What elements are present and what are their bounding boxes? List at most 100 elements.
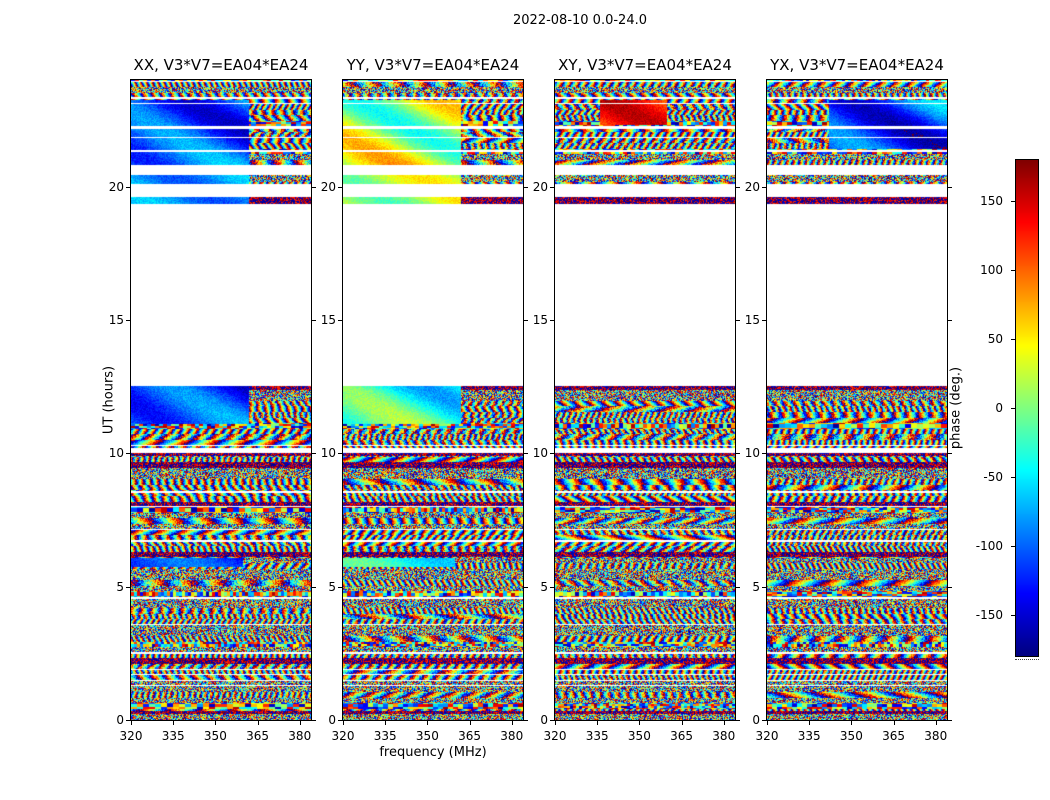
y-tick-right	[736, 187, 740, 188]
panel-title: XX, V3*V7=EA04*EA24	[133, 56, 309, 74]
colorbar-tick-label: -100	[975, 538, 1003, 553]
y-tick	[338, 320, 342, 321]
x-tick	[894, 721, 895, 725]
phase-heatmap-xy	[555, 80, 735, 720]
y-tick-right	[524, 720, 528, 721]
colorbar-tick	[1011, 546, 1015, 547]
colorbar-tick-label: 50	[987, 332, 1003, 347]
colorbar-tick	[1011, 270, 1015, 271]
colorbar-frame	[1015, 159, 1039, 657]
x-tick	[470, 721, 471, 725]
y-tick-right	[948, 453, 952, 454]
colorbar-tick	[1011, 477, 1015, 478]
x-tick	[512, 721, 513, 725]
x-tick	[131, 721, 132, 725]
x-tick	[427, 721, 428, 725]
y-tick-label: 15	[744, 313, 760, 327]
heatmap-frame	[766, 79, 948, 721]
y-tick	[126, 720, 130, 721]
x-tick-label: 350	[839, 729, 863, 743]
x-tick-label: 365	[458, 729, 482, 743]
colorbar-tick	[1011, 201, 1015, 202]
x-tick	[724, 721, 725, 725]
colorbar-tick	[1011, 408, 1015, 409]
y-tick-label: 0	[540, 713, 548, 727]
y-tick	[550, 453, 554, 454]
x-tick-label: 365	[246, 729, 270, 743]
y-tick-right	[948, 587, 952, 588]
x-tick	[936, 721, 937, 725]
x-axis-label: frequency (MHz)	[379, 745, 487, 760]
colorbar-tick-label: 100	[980, 263, 1003, 278]
phase-heatmap-yy	[343, 80, 523, 720]
y-tick-label: 0	[116, 713, 124, 727]
y-tick	[550, 187, 554, 188]
y-axis-label: UT (hours)	[101, 365, 117, 435]
y-tick-label: 20	[108, 179, 124, 194]
y-tick-label: 10	[108, 446, 124, 461]
x-tick-label: 380	[924, 729, 948, 743]
x-tick-label: 320	[331, 729, 355, 743]
colorbar-gradient	[1016, 160, 1038, 656]
y-tick-label: 15	[320, 313, 336, 327]
x-tick-label: 320	[755, 729, 779, 743]
x-tick-label: 380	[712, 729, 736, 743]
colorbar-tick-label: 150	[980, 194, 1003, 209]
phase-heatmap-xx	[131, 80, 311, 720]
y-tick-right	[524, 320, 528, 321]
panel-title: XY, V3*V7=EA04*EA24	[558, 56, 732, 74]
x-tick	[385, 721, 386, 725]
y-tick-right	[312, 320, 316, 321]
x-tick-label: 365	[882, 729, 906, 743]
colorbar-tick	[1011, 615, 1015, 616]
x-tick-label: 350	[627, 729, 651, 743]
x-tick-label: 350	[203, 729, 227, 743]
figure-title: 2022-08-10 0.0-24.0	[513, 13, 647, 28]
heatmap-frame	[554, 79, 736, 721]
y-tick-right	[736, 320, 740, 321]
y-tick-right	[948, 187, 952, 188]
y-tick-right	[736, 587, 740, 588]
y-tick-label: 20	[532, 179, 548, 194]
colorbar-tick-label: 0	[995, 401, 1003, 415]
y-tick	[550, 720, 554, 721]
colorbar-dotted-baseline	[1015, 659, 1039, 660]
y-tick	[338, 720, 342, 721]
y-tick-label: 0	[752, 713, 760, 727]
x-tick	[639, 721, 640, 725]
x-tick	[258, 721, 259, 725]
y-tick	[126, 187, 130, 188]
x-tick	[555, 721, 556, 725]
y-tick-label: 5	[116, 579, 124, 594]
y-tick-right	[312, 587, 316, 588]
y-tick-right	[736, 453, 740, 454]
y-tick-label: 20	[744, 179, 760, 194]
y-tick	[550, 587, 554, 588]
y-tick-right	[524, 453, 528, 454]
y-tick	[338, 587, 342, 588]
y-tick-label: 10	[532, 446, 548, 461]
x-tick	[343, 721, 344, 725]
x-tick	[173, 721, 174, 725]
y-tick-label: 5	[540, 579, 548, 594]
x-tick-label: 335	[373, 729, 397, 743]
y-tick	[126, 453, 130, 454]
y-tick-right	[312, 720, 316, 721]
colorbar-tick	[1011, 339, 1015, 340]
colorbar-tick-label: -150	[975, 607, 1003, 622]
y-tick	[338, 187, 342, 188]
y-tick	[762, 320, 766, 321]
y-tick	[126, 320, 130, 321]
y-tick-right	[736, 720, 740, 721]
x-tick-label: 335	[797, 729, 821, 743]
y-tick-right	[948, 320, 952, 321]
y-tick-label: 0	[328, 713, 336, 727]
x-tick-label: 335	[585, 729, 609, 743]
x-tick-label: 335	[161, 729, 185, 743]
y-tick	[762, 720, 766, 721]
x-tick	[809, 721, 810, 725]
y-tick-right	[312, 187, 316, 188]
x-tick	[597, 721, 598, 725]
y-tick-label: 15	[532, 313, 548, 327]
